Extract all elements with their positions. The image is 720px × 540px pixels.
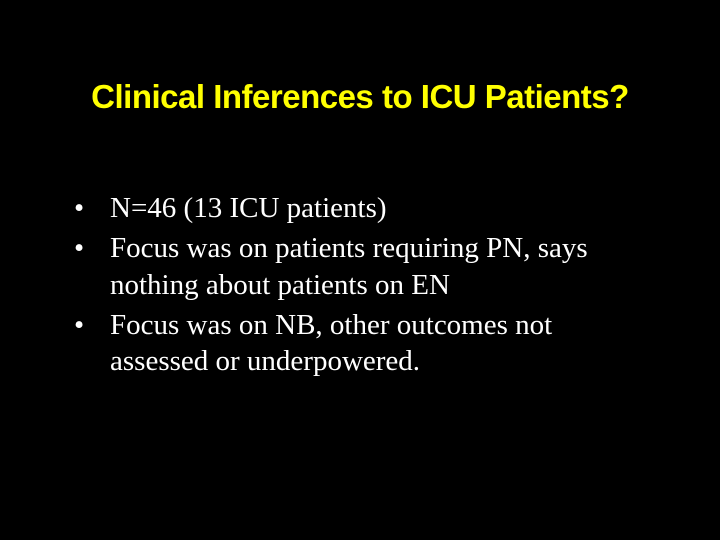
bullet-text: Focus was on patients requiring PN, says… — [110, 230, 650, 303]
bullet-text: Focus was on NB, other outcomes not asse… — [110, 307, 650, 380]
bullet-list: • N=46 (13 ICU patients) • Focus was on … — [70, 190, 650, 383]
bullet-text: N=46 (13 ICU patients) — [110, 190, 650, 226]
list-item: • Focus was on NB, other outcomes not as… — [70, 307, 650, 380]
list-item: • Focus was on patients requiring PN, sa… — [70, 230, 650, 303]
bullet-marker: • — [70, 307, 110, 343]
slide: Clinical Inferences to ICU Patients? • N… — [0, 0, 720, 540]
slide-title: Clinical Inferences to ICU Patients? — [0, 78, 720, 116]
bullet-marker: • — [70, 230, 110, 266]
bullet-marker: • — [70, 190, 110, 226]
list-item: • N=46 (13 ICU patients) — [70, 190, 650, 226]
